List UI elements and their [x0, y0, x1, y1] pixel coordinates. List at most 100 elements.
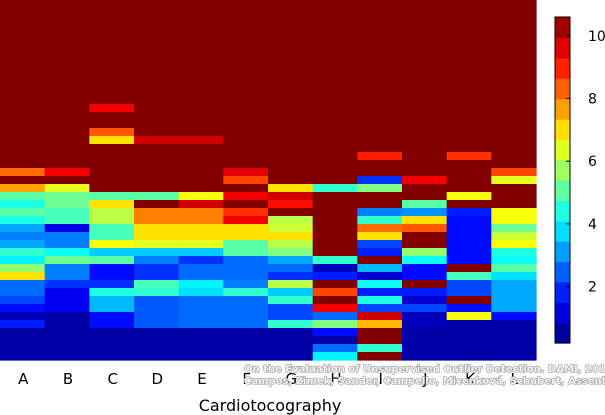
heatmap-cell — [491, 320, 537, 329]
heatmap-cell — [89, 288, 135, 297]
heatmap-cell — [491, 0, 537, 9]
heatmap-cell — [223, 336, 269, 345]
heatmap-cell — [178, 240, 224, 249]
heatmap-cell — [312, 216, 358, 225]
heatmap-cell — [44, 104, 90, 113]
heatmap-cell — [446, 64, 492, 73]
heatmap-cell — [402, 152, 448, 161]
colorbar-tick-label: 8 — [588, 92, 597, 108]
colorbar-ticks: 2 4 6 8 10 — [566, 29, 605, 296]
heatmap-cell — [446, 256, 492, 265]
heatmap-cell — [402, 120, 448, 129]
heatmap-cell — [446, 120, 492, 129]
heatmap-cell — [402, 16, 448, 25]
heatmap-cell — [312, 264, 358, 273]
heatmap-cell — [357, 32, 403, 41]
heatmap-cell — [223, 208, 269, 217]
heatmap-cell — [134, 248, 180, 257]
heatmap-cell — [0, 264, 46, 273]
heatmap-cell — [491, 160, 537, 169]
heatmap-cell — [89, 16, 135, 25]
citation-line-2: Campos, Zimek, Sander, Campello, Micenko… — [244, 375, 605, 387]
heatmap-cell — [312, 112, 358, 121]
heatmap-cell — [357, 104, 403, 113]
heatmap-cell — [178, 8, 224, 17]
heatmap-cell — [402, 304, 448, 313]
heatmap-cell — [402, 232, 448, 241]
colorbar-tick-label: 4 — [588, 217, 597, 233]
heatmap-cell — [268, 176, 314, 185]
category-label: C — [107, 370, 117, 388]
heatmap-cell — [268, 336, 314, 345]
heatmap-cell — [0, 128, 46, 137]
heatmap-cell — [312, 312, 358, 321]
heatmap-cell — [402, 192, 448, 201]
heatmap-cell — [491, 176, 537, 185]
heatmap-cell — [223, 16, 269, 25]
heatmap-cell — [268, 88, 314, 97]
heatmap-cell — [446, 176, 492, 185]
heatmap-cell — [312, 224, 358, 233]
heatmap-cell — [44, 280, 90, 289]
heatmap-cell — [268, 248, 314, 257]
heatmap-cell — [491, 152, 537, 161]
heatmap-cell — [89, 200, 135, 209]
heatmap-cell — [223, 216, 269, 225]
heatmap-cell — [357, 352, 403, 361]
heatmap-cell — [446, 72, 492, 81]
heatmap-cell — [402, 312, 448, 321]
heatmap-cell — [223, 184, 269, 193]
heatmap-cell — [44, 208, 90, 217]
heatmap-cell — [134, 80, 180, 89]
heatmap-cell — [134, 24, 180, 33]
heatmap-cell — [178, 184, 224, 193]
heatmap-cell — [89, 64, 135, 73]
heatmap-cell — [0, 344, 46, 353]
category-label: J — [422, 370, 427, 388]
heatmap-cell — [357, 200, 403, 209]
heatmap-cell — [491, 56, 537, 65]
heatmap-cell — [357, 24, 403, 33]
heatmap-cell — [134, 200, 180, 209]
heatmap-cell — [312, 88, 358, 97]
heatmap-cell — [312, 16, 358, 25]
heatmap-cell — [134, 160, 180, 169]
heatmap-cell — [89, 312, 135, 321]
heatmap-cell — [268, 24, 314, 33]
colorbar-step — [555, 302, 570, 324]
heatmap-cell — [223, 272, 269, 281]
heatmap-cell — [0, 144, 46, 153]
heatmap-cell — [491, 16, 537, 25]
heatmap-cell — [44, 8, 90, 17]
heatmap-cell — [312, 304, 358, 313]
heatmap-cell — [491, 248, 537, 257]
heatmap-cell — [223, 256, 269, 265]
heatmap-cell — [312, 336, 358, 345]
heatmap-cell — [268, 40, 314, 49]
heatmap-cell — [44, 64, 90, 73]
heatmap-cell — [268, 296, 314, 305]
heatmap-cell — [268, 104, 314, 113]
heatmap-cell — [491, 48, 537, 57]
heatmap-cell — [0, 40, 46, 49]
heatmap-cell — [268, 0, 314, 9]
heatmap-cell — [0, 80, 46, 89]
colorbar-step — [555, 322, 570, 344]
heatmap-cell — [223, 192, 269, 201]
heatmap-cell — [223, 240, 269, 249]
heatmap-cell — [0, 72, 46, 81]
heatmap-cell — [134, 8, 180, 17]
heatmap-cell — [134, 184, 180, 193]
heatmap-cell — [223, 320, 269, 329]
heatmap-cell — [312, 56, 358, 65]
heatmap-cell — [446, 128, 492, 137]
heatmap-cell — [491, 336, 537, 345]
heatmap-cell — [446, 8, 492, 17]
heatmap-cell — [491, 192, 537, 201]
heatmap-cell — [491, 64, 537, 73]
heatmap-cell — [312, 104, 358, 113]
heatmap-cell — [89, 256, 135, 265]
heatmap-cell — [402, 256, 448, 265]
heatmap-cell — [0, 32, 46, 41]
